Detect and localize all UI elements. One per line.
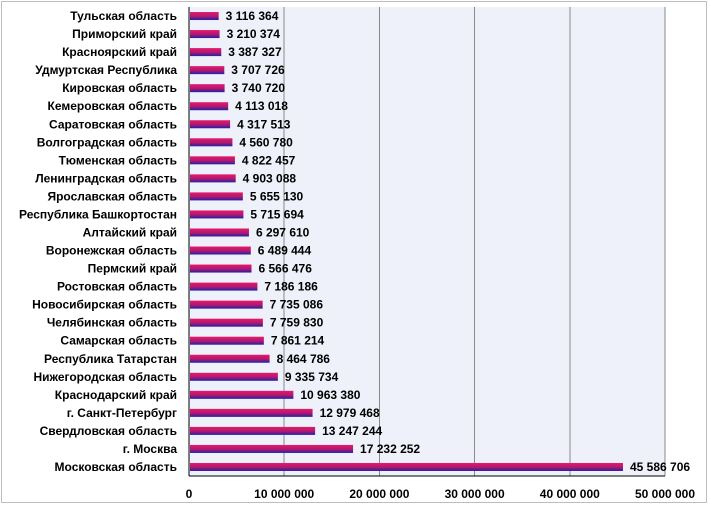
value-label: 6 297 610 [256,225,310,239]
category-label: Тюменская область [59,153,177,167]
value-label: 5 655 130 [250,189,304,203]
value-label: 8 464 786 [277,352,331,366]
category-label: Саратовская область [49,117,177,131]
bar [190,246,251,255]
bar [190,300,263,309]
value-label: 3 210 374 [227,27,281,41]
bar [190,372,278,381]
bar [190,318,263,327]
category-label: Свердловская область [40,424,177,438]
value-label: 45 586 706 [630,460,690,474]
x-tick-label: 10 000 000 [254,487,314,501]
bar [190,228,249,237]
x-axis-ticks: 0 10 000 000 20 000 000 30 000 000 40 000 00… [186,487,696,501]
value-label: 7 861 214 [271,334,325,348]
category-label: Ярославская область [47,189,177,203]
bar [190,462,623,471]
category-label: Кировская область [62,81,177,95]
value-label: 4 822 457 [242,153,296,167]
x-tick-label: 30 000 000 [445,487,505,501]
category-label: Красноярский край [62,45,177,59]
category-label: Краснодарский край [55,388,177,402]
value-label: 10 963 380 [300,388,360,402]
bar [190,12,219,21]
bar [190,336,264,345]
category-label: Республика Башкортостан [19,207,177,221]
value-label: 17 232 252 [360,442,420,456]
bar [190,282,258,291]
bar [190,66,225,75]
category-label: Пермский край [88,262,177,276]
category-label: Челябинская область [47,316,177,330]
value-label: 7 186 186 [264,280,318,294]
category-label: Воронежская область [46,244,177,258]
category-labels: Тульская область Приморский край Красноярс… [19,9,177,474]
plot-area [189,7,665,476]
bars [190,12,623,471]
value-label: 6 566 476 [259,262,313,276]
value-label: 4 560 780 [239,135,293,149]
bar [190,264,252,273]
bar [190,84,225,93]
category-label: Республика Татарстан [44,352,177,366]
category-label: Алтайский край [83,225,177,239]
category-label: Удмуртская Республика [35,63,177,77]
x-tick-label: 40 000 000 [540,487,600,501]
category-label: г. Москва [123,442,178,456]
bar [190,174,236,183]
bar [190,138,233,147]
value-label: 7 735 086 [270,298,324,312]
bar [190,408,313,417]
bar [190,210,244,219]
value-label: 4 903 088 [243,171,297,185]
category-label: Волгоградская область [37,135,177,149]
category-label: Тульская область [70,9,177,23]
bar [190,48,222,57]
value-label: 7 759 830 [270,316,324,330]
bar [190,354,270,363]
bar [190,30,220,39]
category-label: Ленинградская область [35,171,177,185]
value-label: 3 387 327 [228,45,282,59]
bar [190,156,235,165]
value-label: 5 715 694 [250,207,304,221]
category-label: Московская область [55,460,177,474]
gridlines [188,7,666,477]
category-label: Новосибирская область [32,298,177,312]
bar [190,102,229,111]
category-label: Самарская область [60,334,177,348]
category-label: Ростовская область [57,280,177,294]
bar [190,120,231,129]
x-tick-label: 50 000 000 [635,487,695,501]
value-label: 3 740 720 [232,81,286,95]
value-labels: 3 116 364 3 210 374 3 387 327 3 707 726 3 74… [226,9,691,474]
value-label: 4 317 513 [237,117,291,131]
category-label: Нижегородская область [33,370,177,384]
category-label: Приморский край [72,27,177,41]
value-label: 6 489 444 [258,244,312,258]
bar [190,426,316,435]
x-tick-label: 20 000 000 [349,487,409,501]
category-label: г. Санкт-Петербург [67,406,177,420]
value-label: 13 247 244 [322,424,382,438]
value-label: 12 979 468 [320,406,380,420]
value-label: 4 113 018 [235,99,288,113]
category-label: Кемеровская область [48,99,178,113]
value-label: 3 116 364 [226,9,279,23]
value-label: 3 707 726 [231,63,285,77]
x-tick-label: 0 [186,487,193,501]
bar [190,192,243,201]
bar [190,390,294,399]
value-label: 9 335 734 [285,370,339,384]
bar [190,444,354,453]
